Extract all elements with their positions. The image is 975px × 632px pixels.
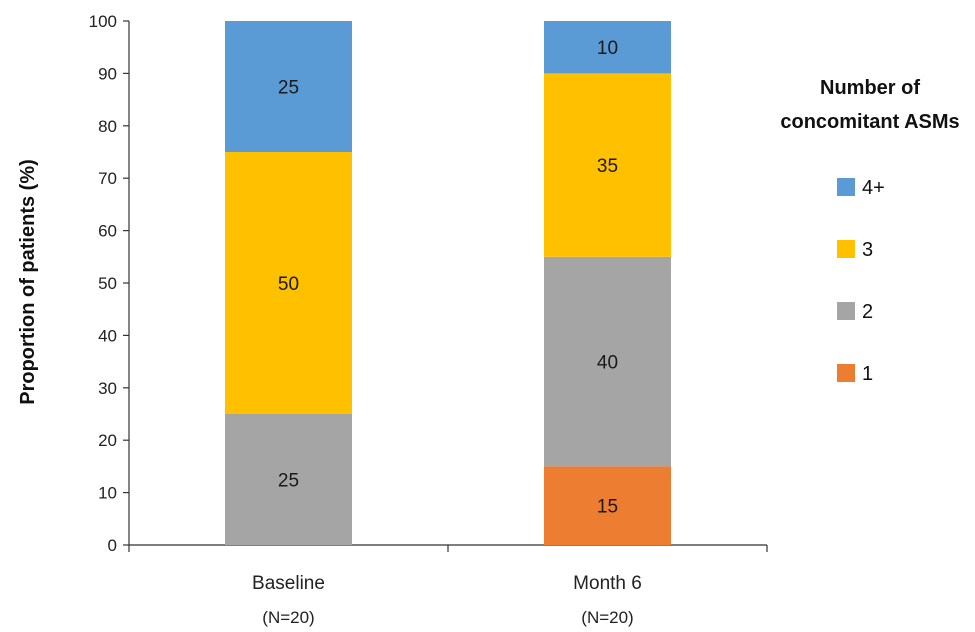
data-label: 35 — [597, 156, 618, 177]
x-axis: Baseline (N=20) Month 6 (N=20) — [128, 544, 768, 627]
legend-entry: 2 — [862, 301, 873, 323]
x-category-label: Month 6 — [573, 573, 642, 594]
legend-swatch — [837, 178, 855, 196]
y-tick-label: 70 — [98, 169, 117, 188]
data-label: 40 — [597, 353, 618, 374]
legend: Number of concomitant ASMs 4+ 3 2 1 — [780, 77, 959, 385]
legend-entry: 1 — [862, 363, 873, 385]
bar-segment-3 — [544, 73, 671, 257]
legend-title: concomitant ASMs — [780, 111, 959, 133]
x-category-sublabel: (N=20) — [262, 608, 314, 627]
bar-segment-1 — [544, 466, 671, 545]
bar-segment-4plus — [225, 21, 352, 152]
y-tick-label: 80 — [98, 117, 117, 136]
data-label: 10 — [597, 38, 618, 59]
bars: 25 50 25 15 40 35 10 — [225, 21, 671, 545]
y-tick-label: 50 — [98, 274, 117, 293]
y-tick-label: 40 — [98, 326, 117, 345]
data-label: 25 — [278, 471, 299, 492]
y-tick-label: 0 — [108, 536, 117, 555]
x-category-label: Baseline — [252, 573, 325, 594]
y-tick-label: 60 — [98, 222, 117, 241]
legend-swatch — [837, 302, 855, 320]
legend-swatch — [837, 240, 855, 258]
y-axis-label: Proportion of patients (%) — [17, 159, 39, 405]
y-tick-label: 30 — [98, 379, 117, 398]
legend-swatch — [837, 364, 855, 382]
bar-segment-3 — [225, 152, 352, 414]
data-label: 50 — [278, 274, 299, 295]
legend-entry: 4+ — [862, 177, 885, 199]
y-tick-label: 90 — [98, 64, 117, 83]
y-axis: 0 10 20 30 40 50 60 70 80 90 100 — [89, 12, 130, 555]
bar-segment-2 — [544, 256, 671, 467]
legend-title: Number of — [820, 77, 920, 99]
data-label: 15 — [597, 497, 618, 518]
bar-segment-2 — [225, 414, 352, 545]
y-tick-label: 20 — [98, 431, 117, 450]
x-category-sublabel: (N=20) — [581, 608, 633, 627]
y-tick-label: 10 — [98, 484, 117, 503]
legend-entry: 3 — [862, 239, 873, 261]
y-tick-label: 100 — [89, 12, 117, 31]
bar-segment-4plus — [544, 21, 671, 74]
data-label: 25 — [278, 78, 299, 99]
